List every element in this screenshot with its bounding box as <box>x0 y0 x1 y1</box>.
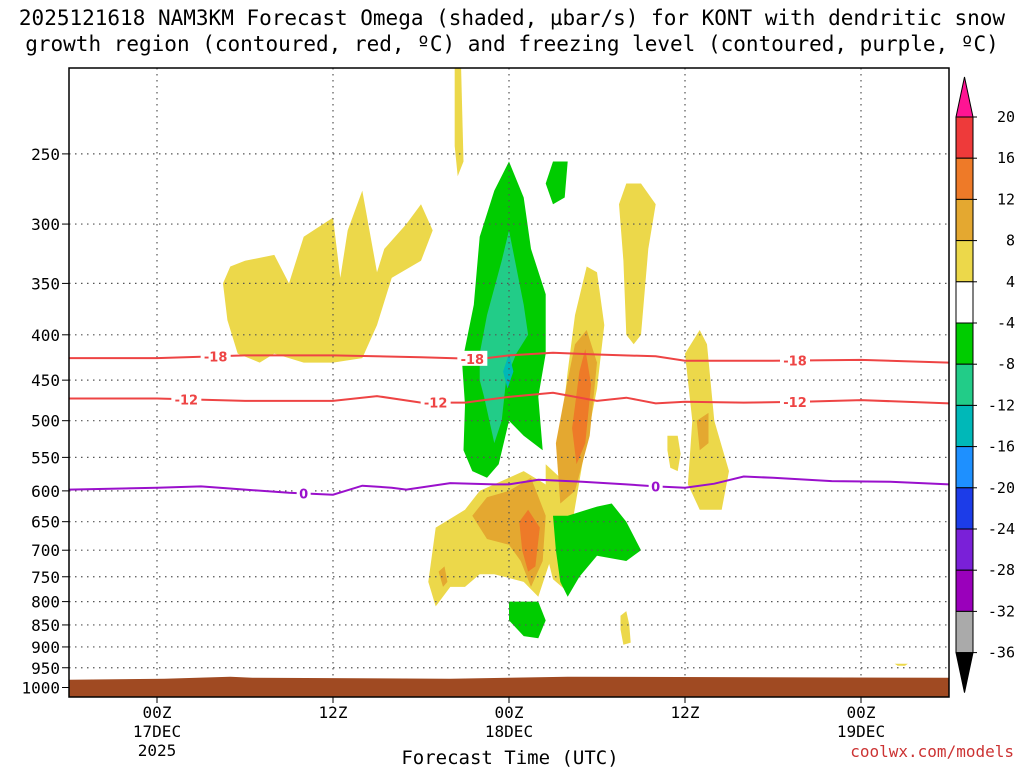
colorbar-seg--4-to--8 <box>955 322 974 365</box>
omega-shade--12-20 <box>503 353 514 389</box>
y-tick-label-900: 900 <box>31 638 60 657</box>
omega-shade-8-12 <box>696 412 709 451</box>
contour-line--12 <box>69 391 949 405</box>
contour-label--12-2: -12 <box>783 396 807 411</box>
plot-area: -18 -18 -18 -12 -12 -12 0 0 <box>69 68 949 697</box>
colorbar-seg-16-to-12 <box>955 157 974 200</box>
colorbar-seg--20-to--24 <box>955 487 974 530</box>
omega-shade--8-19 <box>479 230 529 444</box>
x-tick-date-0: 17DEC <box>133 722 181 741</box>
colorbar-label--4: -4 <box>997 314 1015 332</box>
y-tick-label-1000: 1000 <box>21 678 60 697</box>
contour-line--18 <box>69 351 949 364</box>
x-tick-label-12: 12Z <box>319 703 348 722</box>
x-tick-year-0: 2025 <box>138 741 177 760</box>
contour-label-bg--12-2 <box>780 393 810 409</box>
contour-label--18-2: -18 <box>783 355 807 370</box>
omega-shade--4-16 <box>545 161 568 205</box>
x-tick-label-0: 00Z <box>143 703 172 722</box>
omega-shade-4-7 <box>620 611 631 645</box>
colorbar-seg-8-to-4 <box>955 240 974 283</box>
colorbar-seg-4-to--4 <box>955 281 974 324</box>
colorbar-seg--16-to--20 <box>955 446 974 489</box>
y-tick-label-650: 650 <box>31 513 60 532</box>
colorbar-label-8: 8 <box>1006 232 1015 250</box>
contour-label-bg--18-0 <box>200 348 231 364</box>
colorbar-label--8: -8 <box>997 355 1015 373</box>
colorbar-seg--32-to--36 <box>955 610 974 654</box>
y-tick-label-450: 450 <box>31 371 60 390</box>
y-tick-label-800: 800 <box>31 593 60 612</box>
colorbar-seg-20-to-16 <box>955 116 974 159</box>
omega-shade-4-0 <box>223 190 433 363</box>
colorbar-label-16: 16 <box>997 149 1015 167</box>
x-tick-label-24: 00Z <box>495 703 524 722</box>
y-tick-label-500: 500 <box>31 412 60 431</box>
colorbar-label--36: -36 <box>988 644 1015 662</box>
terrain-fill <box>69 676 949 697</box>
y-tick-label-400: 400 <box>31 326 60 345</box>
omega-shade-12-13 <box>572 349 592 465</box>
contour-label-bg--12-0 <box>171 391 202 407</box>
omega-shade-12-14 <box>519 509 540 572</box>
omega-shade-4-6 <box>667 435 681 472</box>
colorbar-top-arrow <box>955 76 974 118</box>
contour-label--12-1: -12 <box>424 397 448 412</box>
contour-label-0-1: 0 <box>651 480 660 495</box>
credit-text[interactable]: coolwx.com/models <box>850 742 1014 761</box>
y-tick-label-600: 600 <box>31 482 60 501</box>
x-axis-label: Forecast Time (UTC) <box>401 747 618 768</box>
colorbar-label-20: 20 <box>997 108 1015 126</box>
y-tick-label-300: 300 <box>31 215 60 234</box>
y-tick-label-250: 250 <box>31 145 60 164</box>
omega-shade-8-11 <box>438 566 448 587</box>
contour-label--18-0: -18 <box>204 350 228 365</box>
x-tick-label-36: 12Z <box>671 703 700 722</box>
plot-layer: -18 -18 -18 -12 -12 -12 0 0 250 300 350 400 450 500 55… <box>21 67 1015 760</box>
x-tick-label-48: 00Z <box>847 703 876 722</box>
y-tick-label-700: 700 <box>31 541 60 560</box>
colorbar-label--16: -16 <box>988 438 1015 456</box>
colorbar-seg--8-to--12 <box>955 363 974 406</box>
colorbar-label--24: -24 <box>988 520 1015 538</box>
y-tick-label-950: 950 <box>31 659 60 678</box>
contour-label-0-0: 0 <box>299 487 308 502</box>
contour-label-bg--18-1 <box>457 350 488 366</box>
colorbar-seg--24-to--28 <box>955 528 974 571</box>
chart-title-line1: 2025121618 NAM3KM Forecast Omega (shaded… <box>19 6 1006 30</box>
x-tick-date-24: 18DEC <box>485 722 533 741</box>
colorbar: 20 16 12 8 4 -4 -8 -12 -16 -20 -24 -28 -32 -36 <box>955 76 1015 693</box>
omega-shade--4-18 <box>509 601 546 639</box>
colorbar-bottom-arrow <box>955 652 974 693</box>
colorbar-label--32: -32 <box>988 602 1015 620</box>
contour-label-bg-0-1 <box>648 478 663 494</box>
colorbar-label-12: 12 <box>997 190 1015 208</box>
chart-title-line2: growth region (contoured, red, ºC) and f… <box>25 32 999 56</box>
colorbar-seg-12-to-8 <box>955 198 974 242</box>
omega-shade-4-3 <box>619 183 656 345</box>
omega-shade-4-8 <box>894 663 908 666</box>
colorbar-label--12: -12 <box>988 396 1015 414</box>
contour-label-bg--18-2 <box>780 352 810 368</box>
colorbar-label--28: -28 <box>988 561 1015 579</box>
colorbar-label--20: -20 <box>988 479 1015 497</box>
contour-line-0 <box>69 475 949 496</box>
y-tick-label-750: 750 <box>31 568 60 587</box>
contour-label--18-1: -18 <box>461 353 485 368</box>
y-tick-label-550: 550 <box>31 448 60 467</box>
x-tick-date-48: 19DEC <box>837 722 885 741</box>
colorbar-seg--12-to--16 <box>955 404 974 448</box>
contour-label--12-0: -12 <box>175 393 199 408</box>
contour-label-bg-0-0 <box>296 485 311 501</box>
contour-label-bg--12-1 <box>420 394 451 410</box>
colorbar-label-4: 4 <box>1006 273 1015 291</box>
y-tick-label-350: 350 <box>31 274 60 293</box>
colorbar-seg--28-to--32 <box>955 569 974 612</box>
omega-shade-4-1 <box>454 68 464 177</box>
y-tick-label-850: 850 <box>31 616 60 635</box>
